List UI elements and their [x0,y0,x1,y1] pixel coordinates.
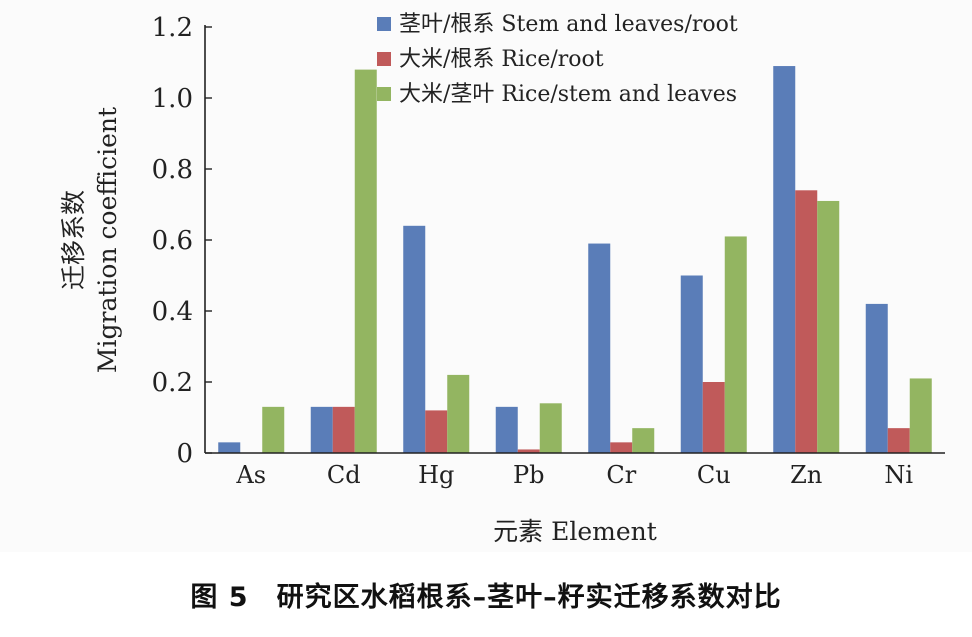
bar-Hg-series-3 [447,374,470,453]
x-tick-label-Zn: Zn [790,461,822,489]
x-tick-label-Cd: Cd [327,461,361,489]
x-tick-label-Hg: Hg [418,461,454,489]
x-tick-label-Cu: Cu [697,461,731,489]
legend-swatch-series-2 [377,52,391,66]
bar-Cu-series-2 [702,382,725,453]
x-tick-label-Ni: Ni [884,461,913,489]
y-tick-label-0: 0 [176,439,193,469]
y-axis-label-en: Migration coefficient [93,107,122,373]
bar-Zn-series-2 [795,190,818,454]
y-axis-label-cn: 迁移系数 [59,190,88,290]
y-tick-label-0.8: 0.8 [152,155,193,185]
bar-Pb-series-1 [495,406,518,453]
x-tick-label-Cr: Cr [606,461,636,489]
bar-Hg-series-1 [403,225,426,453]
chart-panel: As Cd Hg Pb Cr Cu Zn Ni 0 0.2 0.4 0.6 0.8 1.0 1.2 茎叶/根系… [59,12,945,546]
bar-Zn-series-1 [773,66,796,454]
bar-Pb-series-2 [517,449,540,453]
bar-Cr-series-2 [610,442,633,453]
figure-number: 图 5 [190,582,249,613]
x-axis-label: 元素 Element [493,517,657,546]
x-tick-label-Pb: Pb [513,461,545,489]
bar-Pb-series-3 [539,403,562,453]
y-tick-label-0.4: 0.4 [152,297,193,327]
y-tick-label-0.2: 0.2 [152,368,193,398]
bar-Zn-series-3 [817,200,840,453]
bar-Cd-series-3 [354,69,377,453]
bar-As-series-1 [218,442,241,453]
bar-Hg-series-2 [425,410,448,453]
bar-Ni-series-3 [909,378,932,453]
legend-label-series-2: 大米/根系 Rice/root [399,47,604,72]
figure-caption: 图 5 研究区水稻根系–茎叶–籽实迁移系数对比 [0,575,972,614]
bar-Cr-series-1 [588,243,611,453]
bar-Cd-series-1 [310,406,333,453]
legend-label-series-1: 茎叶/根系 Stem and leaves/root [399,12,738,37]
legend-label-series-3: 大米/茎叶 Rice/stem and leaves [399,82,737,107]
bar-Cr-series-3 [632,428,655,453]
bar-Cu-series-1 [680,275,703,453]
y-tick-label-1.0: 1.0 [152,84,193,114]
y-tick-label-0.6: 0.6 [152,226,193,256]
bar-Cd-series-2 [332,406,355,453]
legend-swatch-series-1 [377,17,391,31]
bar-As-series-3 [262,406,285,453]
bar-chart: As Cd Hg Pb Cr Cu Zn Ni 0 0.2 0.4 0.6 0.8 1.0 1.2 茎叶/根系… [59,12,945,546]
x-tick-label-As: As [235,461,266,489]
bar-Ni-series-1 [865,303,888,453]
y-tick-label-1.2: 1.2 [152,13,193,43]
bar-Ni-series-2 [887,428,910,453]
legend-swatch-series-3 [377,87,391,101]
bar-Cu-series-3 [724,236,747,453]
figure-caption-text: 研究区水稻根系–茎叶–籽实迁移系数对比 [276,582,782,613]
